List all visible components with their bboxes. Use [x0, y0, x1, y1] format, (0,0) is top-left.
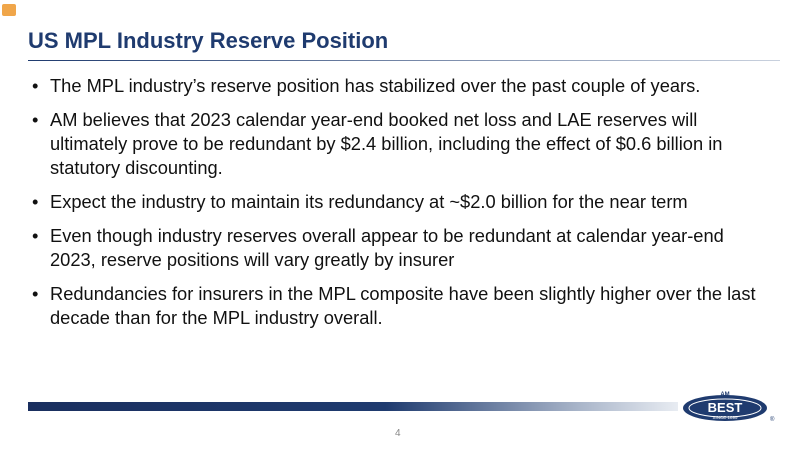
comment-icon[interactable]	[2, 4, 16, 16]
logo-ellipse	[683, 395, 767, 421]
bullet: Even though industry reserves overall ap…	[30, 224, 770, 272]
bullet: Expect the industry to maintain its redu…	[30, 190, 770, 214]
title-rule	[28, 60, 780, 61]
page-number: 4	[395, 428, 401, 439]
logo-mark: ®	[770, 416, 775, 423]
logo-am: AM	[720, 392, 729, 398]
logo: AM BEST SINCE 1899 ®	[683, 392, 775, 423]
slide-title: US MPL Industry Reserve Position	[28, 28, 389, 53]
bullet: Redundancies for insurers in the MPL com…	[30, 282, 770, 330]
bullet-list: The MPL industry’s reserve position has …	[30, 74, 770, 340]
logo-since: SINCE 1899	[712, 415, 738, 420]
footer-bar	[28, 402, 678, 411]
logo-ring	[688, 398, 762, 418]
bullet: AM believes that 2023 calendar year-end …	[30, 108, 770, 180]
logo-name: BEST	[708, 400, 743, 415]
bullet: The MPL industry’s reserve position has …	[30, 74, 770, 98]
